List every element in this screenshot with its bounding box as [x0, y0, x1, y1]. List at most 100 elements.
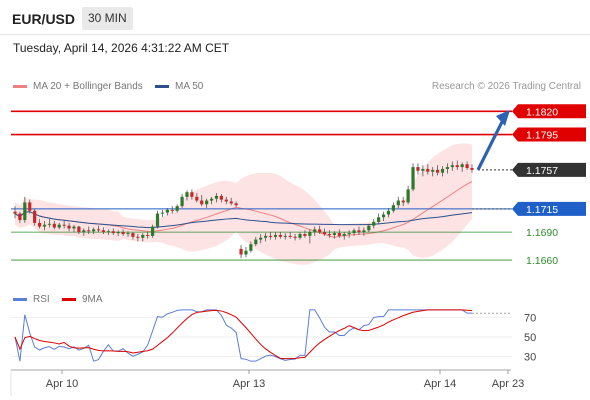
candle-body: [386, 210, 391, 215]
candle-body: [249, 244, 253, 251]
candle-body: [362, 230, 366, 233]
candle: [322, 228, 327, 236]
candle: [224, 196, 228, 205]
candle-body: [431, 169, 435, 172]
candle: [372, 219, 376, 229]
candle-body: [106, 231, 110, 233]
candle-body: [33, 210, 37, 223]
candle: [244, 247, 248, 258]
candle: [264, 233, 268, 242]
candle-body: [308, 232, 312, 236]
candle-body: [67, 225, 71, 229]
candle: [52, 221, 56, 230]
legend-9ma-label: 9MA: [82, 294, 103, 305]
candle-body: [396, 200, 400, 206]
candle: [180, 194, 184, 208]
candle: [332, 231, 337, 239]
candle-body: [273, 234, 278, 237]
candle-body: [160, 212, 165, 214]
candle-body: [264, 235, 268, 238]
candle-body: [185, 192, 189, 197]
candle: [342, 232, 346, 240]
x-tick-label: Apr 13: [233, 378, 265, 390]
candle: [450, 161, 454, 171]
candle-body: [190, 192, 194, 197]
candle: [347, 230, 351, 238]
candle-body: [391, 205, 395, 211]
legend-ma20: MA 20 + Bollinger Bands: [13, 81, 143, 92]
candle-body: [229, 201, 233, 204]
candle-body: [195, 196, 199, 201]
candle-body: [465, 164, 469, 169]
price-tag-1.1660: 1.1660: [526, 255, 558, 267]
candle-body: [332, 233, 337, 235]
price-tag-label: 1.1820: [526, 106, 558, 118]
candle-body: [293, 236, 297, 238]
candle-body: [219, 195, 223, 200]
ma9-swatch: [62, 297, 76, 301]
candle-body: [175, 206, 179, 211]
candle: [42, 221, 47, 231]
candle: [283, 233, 287, 240]
candle: [411, 163, 415, 192]
candle-body: [150, 226, 155, 236]
candle: [57, 222, 61, 230]
candle: [28, 199, 32, 214]
candle-body: [224, 199, 228, 202]
candle: [308, 229, 312, 244]
candle-body: [337, 233, 341, 236]
candle-body: [322, 232, 327, 235]
legend-ma50: MA 50: [155, 81, 203, 92]
candle-body: [209, 198, 214, 201]
candle: [298, 232, 302, 240]
rsi-panel: 70 50 30: [11, 309, 536, 363]
candle: [386, 207, 391, 218]
price-tag-1.1820: 1.1820: [512, 104, 586, 119]
price-tag-label: 1.1715: [526, 204, 558, 216]
price-tag-label: 1.1690: [526, 227, 558, 239]
candle: [96, 225, 101, 233]
candle-body: [406, 189, 410, 203]
x-axis: Apr 10 Apr 13 Apr 14 Apr 23: [10, 369, 524, 396]
candle-body: [283, 235, 287, 237]
candle: [141, 233, 145, 242]
legend-rsi-label: RSI: [33, 294, 50, 305]
candle: [175, 204, 179, 213]
candle: [327, 230, 332, 238]
candle: [460, 162, 464, 172]
candle-body: [259, 237, 263, 240]
rsi-ma-line: [14, 309, 473, 360]
candle-body: [288, 235, 292, 237]
candle-body: [28, 202, 32, 211]
candle: [357, 226, 361, 235]
candle: [23, 196, 27, 223]
candle: [313, 226, 317, 236]
candle-body: [96, 229, 101, 231]
rsi-tick-label: 50: [524, 332, 536, 344]
candle: [377, 213, 381, 224]
candle-body: [445, 167, 450, 169]
candle: [254, 236, 258, 247]
candle-body: [141, 234, 145, 238]
candle: [278, 232, 282, 239]
price-tag-bg: [512, 201, 586, 216]
interval-button[interactable]: 30 MIN: [82, 7, 133, 30]
candle: [33, 208, 37, 226]
candle-body: [200, 200, 204, 205]
candle-body: [47, 223, 51, 225]
price-tag-label: 1.1795: [526, 130, 558, 142]
legend-ma20-label: MA 20 + Bollinger Bands: [33, 81, 143, 92]
candle-body: [13, 211, 17, 214]
candle: [426, 164, 430, 175]
candle: [111, 228, 115, 235]
candle: [72, 224, 76, 233]
candle-body: [401, 200, 405, 203]
candle: [416, 163, 420, 175]
candle: [121, 229, 125, 236]
ma50-line: [14, 211, 473, 229]
candle-body: [303, 234, 307, 236]
candle-body: [298, 234, 302, 238]
ma20-swatch: [13, 84, 27, 88]
candle-body: [92, 229, 96, 232]
